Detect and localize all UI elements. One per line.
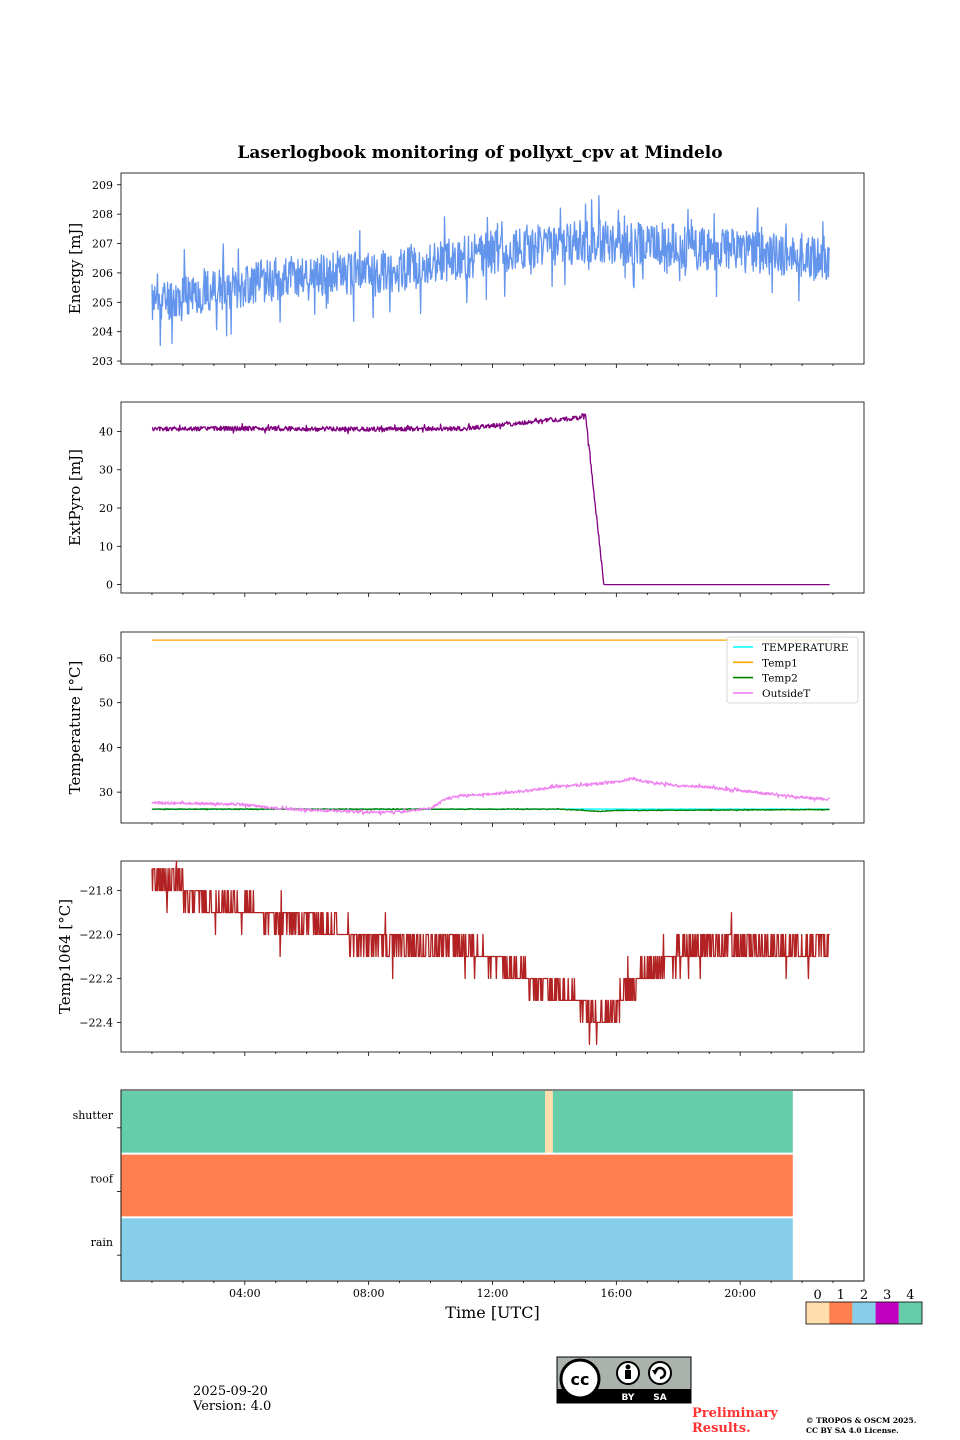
series-line-temp1064 xyxy=(151,860,830,1045)
colorbar-cell xyxy=(829,1302,853,1324)
panel-5: shutter roof rain 04:00 08:00 12:00 16:00 20:00… xyxy=(73,1089,923,1325)
y-tick-label: 30 xyxy=(99,786,113,799)
chart-title: Laserlogbook monitoring of pollyxt_cpv a… xyxy=(237,143,722,163)
y-tick-label: 205 xyxy=(92,296,113,309)
row-label-rain: rain xyxy=(91,1236,113,1249)
legend-entry: OutsideT xyxy=(762,688,810,700)
x-tick-label: 12:00 xyxy=(477,1287,509,1300)
y-axis-label: Temperature [°C] xyxy=(66,661,84,795)
legend-entry: Temp1 xyxy=(762,657,798,669)
y-tick-label: −21.8 xyxy=(79,885,113,898)
panel-2: 0 10 20 30 40 ExtPyro [mJ] xyxy=(66,401,865,597)
colorbar-cell xyxy=(875,1302,899,1324)
colorbar-cell xyxy=(806,1302,830,1324)
x-tick-label: 20:00 xyxy=(724,1287,756,1300)
x-axis-label: Time [UTC] xyxy=(445,1303,539,1322)
y-tick-label: 50 xyxy=(99,697,113,710)
y-axis-label: Temp1064 [°C] xyxy=(56,899,74,1014)
status-segment-roof xyxy=(121,1154,793,1217)
colorbar-label: 2 xyxy=(860,1288,868,1303)
sa-share-icon xyxy=(648,1361,672,1385)
colorbar-label: 3 xyxy=(883,1288,891,1303)
series-line-energy xyxy=(151,195,831,347)
by-label: BY xyxy=(622,1393,635,1403)
y-tick-label: 204 xyxy=(92,326,113,339)
y-tick-label: 10 xyxy=(99,540,113,553)
row-label-roof: roof xyxy=(90,1173,114,1186)
y-axis-label: ExtPyro [mJ] xyxy=(66,449,84,546)
colorbar-cell xyxy=(852,1302,876,1324)
status-segment-shutter xyxy=(552,1091,793,1153)
y-tick-label: 209 xyxy=(92,179,113,192)
x-tick-label: 04:00 xyxy=(229,1287,261,1300)
legend-entry: TEMPERATURE xyxy=(762,642,849,654)
axes-frame xyxy=(120,401,865,594)
colorbar-label: 4 xyxy=(906,1288,914,1303)
y-axis-label: Energy [mJ] xyxy=(66,223,84,314)
panel-3: 30 40 50 60 Temperature [°C] TEMPERATURE Temp1… xyxy=(66,631,865,827)
y-tick-label: 206 xyxy=(92,267,113,280)
legend: TEMPERATURE Temp1 Temp2 OutsideT xyxy=(726,636,859,704)
y-tick-label: 207 xyxy=(92,238,113,251)
y-tick-label: 40 xyxy=(99,425,113,438)
y-tick-label: 203 xyxy=(92,355,113,368)
colorbar-label: 0 xyxy=(813,1288,821,1303)
colorbar-label: 1 xyxy=(837,1288,845,1303)
y-tick-label: 40 xyxy=(99,741,113,754)
y-tick-label: −22.4 xyxy=(79,1016,113,1029)
legend-entry: Temp2 xyxy=(762,673,798,685)
preliminary-line-1: Preliminary xyxy=(692,1406,778,1421)
status-segment-shutter xyxy=(545,1091,553,1153)
copyright-line-1: © TROPOS & OSCM 2025. xyxy=(806,1416,917,1425)
panel-1: 203 204 205 206 207 208 209 Energy [mJ] xyxy=(66,172,865,368)
colorbar-frame xyxy=(805,1301,923,1325)
copyright-notice: © TROPOS & OSCM 2025. CC BY SA 4.0 Licen… xyxy=(806,1416,916,1436)
x-tick-label: 16:00 xyxy=(600,1287,632,1300)
row-label-shutter: shutter xyxy=(73,1109,114,1122)
sa-label: SA xyxy=(653,1393,666,1403)
cc-icon xyxy=(559,1358,601,1400)
series-line-outsidet xyxy=(151,776,831,816)
y-tick-label: 208 xyxy=(92,208,113,221)
x-tick-label: 08:00 xyxy=(353,1287,385,1300)
version-label: Version: 4.0 xyxy=(193,1399,272,1414)
copyright-line-2: CC BY SA 4.0 License. xyxy=(806,1426,899,1435)
preliminary-line-2: Results. xyxy=(692,1421,751,1436)
colorbar-cell xyxy=(898,1302,922,1324)
legend-frame xyxy=(726,636,859,704)
series-line-extpyro xyxy=(151,412,830,586)
status-segment-rain xyxy=(121,1218,793,1280)
y-tick-label: 60 xyxy=(99,652,113,665)
y-tick-label: 0 xyxy=(106,579,113,592)
series-line-temp2 xyxy=(151,807,830,813)
y-tick-label: −22.2 xyxy=(79,972,113,985)
panel-4: −21.8 −22.0 −22.2 −22.4 Temp1064 [°C] xyxy=(56,860,865,1056)
y-tick-label: 30 xyxy=(99,464,113,477)
y-tick-label: −22.0 xyxy=(79,929,113,942)
status-segment-shutter xyxy=(121,1091,546,1153)
y-tick-label: 20 xyxy=(99,502,113,515)
preliminary-notice: Preliminary Results. xyxy=(692,1406,778,1436)
date-label: 2025-09-20 xyxy=(193,1384,268,1399)
cc-icon-text: cc xyxy=(571,1370,590,1389)
cc-by-sa-badge: cc BY SA xyxy=(556,1356,692,1404)
